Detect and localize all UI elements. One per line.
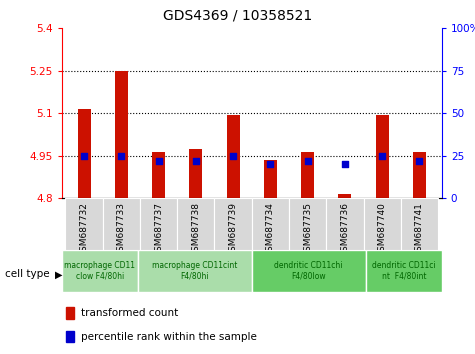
Text: GSM687741: GSM687741 — [415, 202, 424, 257]
Bar — [338, 194, 352, 198]
Text: dendritic CD11ci
nt  F4/80int: dendritic CD11ci nt F4/80int — [372, 261, 436, 280]
Text: GSM687735: GSM687735 — [303, 202, 312, 257]
Bar — [413, 152, 426, 198]
Bar — [289, 198, 326, 250]
Text: GSM687737: GSM687737 — [154, 202, 163, 257]
Bar — [177, 198, 215, 250]
Text: GSM687739: GSM687739 — [228, 202, 238, 257]
Bar — [115, 71, 128, 198]
Point — [416, 158, 423, 164]
Bar — [215, 198, 252, 250]
Text: GSM687732: GSM687732 — [80, 202, 89, 257]
Bar — [401, 198, 438, 250]
Text: GSM687738: GSM687738 — [191, 202, 200, 257]
Bar — [66, 307, 74, 319]
Text: transformed count: transformed count — [81, 308, 178, 318]
Text: macrophage CD11cint
F4/80hi: macrophage CD11cint F4/80hi — [152, 261, 238, 280]
Bar — [301, 152, 314, 198]
Bar — [62, 250, 138, 292]
Point — [80, 153, 88, 159]
Text: ▶: ▶ — [55, 269, 62, 279]
Text: macrophage CD11
clow F4/80hi: macrophage CD11 clow F4/80hi — [64, 261, 135, 280]
Bar — [363, 198, 401, 250]
Point — [379, 153, 386, 159]
Bar — [366, 250, 442, 292]
Text: GSM687736: GSM687736 — [341, 202, 350, 257]
Bar — [77, 109, 91, 198]
Bar — [252, 250, 366, 292]
Text: GSM687733: GSM687733 — [117, 202, 126, 257]
Text: GSM687734: GSM687734 — [266, 202, 275, 257]
Bar — [264, 160, 277, 198]
Text: dendritic CD11chi
F4/80low: dendritic CD11chi F4/80low — [275, 261, 343, 280]
Bar — [376, 115, 389, 198]
Bar — [227, 115, 240, 198]
Text: GDS4369 / 10358521: GDS4369 / 10358521 — [163, 9, 312, 23]
Bar — [326, 198, 363, 250]
Bar — [66, 198, 103, 250]
Bar — [152, 152, 165, 198]
Bar — [252, 198, 289, 250]
Text: GSM687740: GSM687740 — [378, 202, 387, 257]
Bar — [66, 331, 74, 343]
Point — [117, 153, 125, 159]
Point — [155, 158, 162, 164]
Bar — [140, 198, 177, 250]
Bar — [103, 198, 140, 250]
Point — [192, 158, 200, 164]
Bar — [190, 149, 202, 198]
Point — [229, 153, 237, 159]
Point — [341, 161, 349, 167]
Bar — [138, 250, 252, 292]
Text: percentile rank within the sample: percentile rank within the sample — [81, 332, 256, 342]
Point — [304, 158, 312, 164]
Point — [266, 161, 274, 167]
Text: cell type: cell type — [5, 269, 49, 279]
